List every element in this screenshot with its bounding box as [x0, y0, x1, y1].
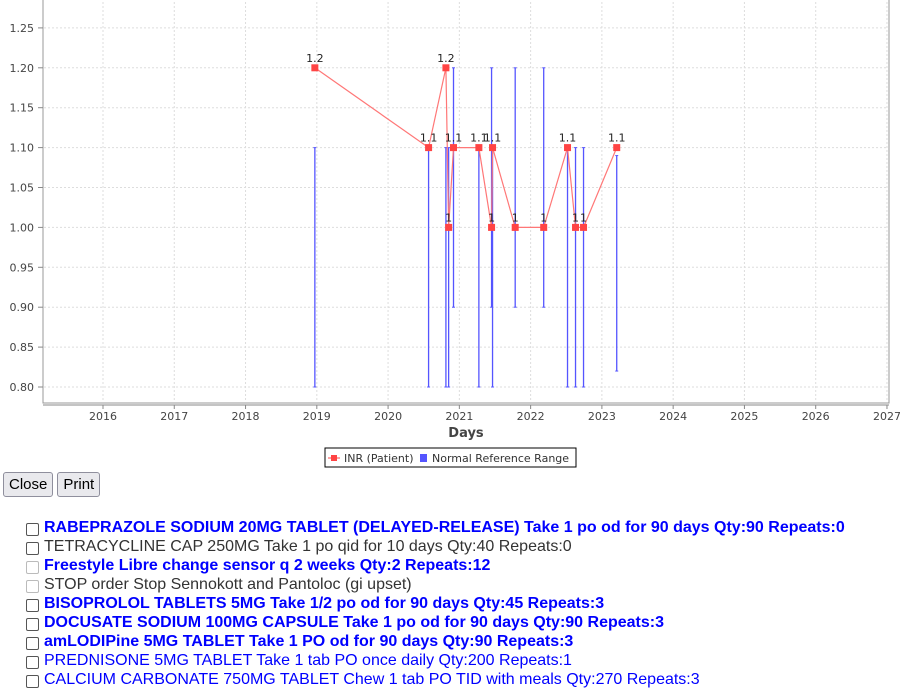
- x-tick-label: 2018: [232, 410, 260, 423]
- medication-checkbox[interactable]: [26, 675, 39, 688]
- inr-data-label: 1: [540, 211, 547, 224]
- inr-data-label: 1.2: [437, 52, 455, 65]
- inr-chart: 0.80 0.85 0.90 0.95 1.00 1.05 1.10 1.15 1.20 1.25…: [10, 0, 900, 468]
- y-tick-label: 0.95: [10, 261, 35, 274]
- inr-data-label: 1: [488, 211, 495, 224]
- x-tick-label: 2019: [303, 410, 331, 423]
- legend-inr-label: INR (Patient): [344, 452, 414, 465]
- inr-point: [450, 144, 458, 152]
- x-tick-label: 2023: [588, 410, 616, 423]
- medication-text[interactable]: DOCUSATE SODIUM 100MG CAPSULE Take 1 po …: [44, 613, 664, 631]
- medication-checkbox[interactable]: [26, 580, 39, 593]
- inr-point: [564, 144, 572, 152]
- medication-checkbox[interactable]: [26, 656, 39, 669]
- inr-data-label: 1.1: [484, 132, 502, 145]
- x-tick-label: 2016: [89, 410, 117, 423]
- medication-text[interactable]: TETRACYCLINE CAP 250MG Take 1 po qid for…: [44, 537, 572, 555]
- x-tick-label: 2024: [659, 410, 687, 423]
- inr-point: [475, 144, 483, 152]
- medication-text[interactable]: Freestyle Libre change sensor q 2 weeks …: [44, 556, 491, 574]
- medication-item: RABEPRAZOLE SODIUM 20MG TABLET (DELAYED-…: [25, 518, 845, 537]
- medication-text[interactable]: STOP order Stop Sennokott and Pantoloc (…: [44, 575, 412, 593]
- inr-data-label: 1.1: [420, 132, 438, 145]
- print-button[interactable]: Print: [57, 472, 101, 497]
- legend-range-marker: [420, 454, 427, 462]
- medication-item: PREDNISONE 5MG TABLET Take 1 tab PO once…: [25, 651, 845, 670]
- inr-point: [580, 223, 588, 231]
- medication-checkbox[interactable]: [26, 542, 39, 555]
- inr-point: [445, 223, 453, 231]
- medication-item: DOCUSATE SODIUM 100MG CAPSULE Take 1 po …: [25, 613, 845, 632]
- x-tick-label: 2027: [873, 410, 900, 423]
- close-button[interactable]: Close: [3, 472, 54, 497]
- x-tick-label: 2022: [517, 410, 545, 423]
- inr-point: [489, 144, 497, 152]
- inr-point: [425, 144, 433, 152]
- inr-data-label: 1: [572, 211, 579, 224]
- y-tick-label: 1.15: [10, 102, 35, 115]
- inr-point: [311, 64, 319, 72]
- inr-point: [572, 223, 580, 231]
- inr-data-label: 1.1: [470, 132, 488, 145]
- medication-text[interactable]: BISOPROLOL TABLETS 5MG Take 1/2 po od fo…: [44, 594, 605, 612]
- inr-point: [442, 64, 450, 72]
- y-tick-label: 1.00: [10, 221, 35, 234]
- x-tick-label: 2021: [445, 410, 473, 423]
- y-tick-label: 1.10: [10, 142, 35, 155]
- inr-data-label: 1.1: [559, 132, 577, 145]
- medication-checkbox[interactable]: [26, 523, 39, 536]
- inr-data-label: 1: [580, 211, 587, 224]
- medication-item: BISOPROLOL TABLETS 5MG Take 1/2 po od fo…: [25, 594, 845, 613]
- y-tick-label: 0.85: [10, 341, 35, 354]
- plot-area: [42, 0, 890, 404]
- inr-point: [511, 223, 519, 231]
- inr-line: [314, 67, 618, 228]
- medication-item: TETRACYCLINE CAP 250MG Take 1 po qid for…: [25, 537, 845, 556]
- inr-data-label: 1: [512, 211, 519, 224]
- inr-point: [488, 223, 496, 231]
- medication-item: STOP order Stop Sennokott and Pantoloc (…: [25, 575, 845, 594]
- medication-checkbox[interactable]: [26, 599, 39, 612]
- medication-text[interactable]: CALCIUM CARBONATE 750MG TABLET Chew 1 ta…: [44, 670, 700, 688]
- legend-range-label: Normal Reference Range: [432, 452, 569, 465]
- inr-point: [613, 144, 621, 152]
- y-tick-label: 0.80: [10, 381, 35, 394]
- inr-data-label: 1: [445, 211, 452, 224]
- medication-item: Freestyle Libre change sensor q 2 weeks …: [25, 556, 845, 575]
- x-axis-label: Days: [448, 426, 484, 441]
- legend-inr-marker: [331, 455, 337, 461]
- medication-list: RABEPRAZOLE SODIUM 20MG TABLET (DELAYED-…: [25, 518, 845, 689]
- medication-text[interactable]: PREDNISONE 5MG TABLET Take 1 tab PO once…: [44, 651, 572, 669]
- inr-data-label: 1.2: [306, 52, 324, 65]
- medication-item: CALCIUM CARBONATE 750MG TABLET Chew 1 ta…: [25, 670, 845, 689]
- y-tick-label: 1.05: [10, 182, 35, 195]
- medication-checkbox[interactable]: [26, 637, 39, 650]
- medication-checkbox[interactable]: [26, 561, 39, 574]
- medication-text[interactable]: amLODIPine 5MG TABLET Take 1 PO od for 9…: [44, 632, 574, 650]
- inr-point: [540, 223, 548, 231]
- y-tick-label: 1.20: [10, 62, 35, 75]
- medication-text[interactable]: RABEPRAZOLE SODIUM 20MG TABLET (DELAYED-…: [44, 518, 845, 536]
- inr-data-label: 1.1: [445, 132, 463, 145]
- inr-data-label: 1.1: [608, 132, 626, 145]
- medication-item: amLODIPine 5MG TABLET Take 1 PO od for 9…: [25, 632, 845, 651]
- y-tick-label: 1.25: [10, 22, 35, 35]
- medication-checkbox[interactable]: [26, 618, 39, 631]
- x-tick-label: 2025: [730, 410, 758, 423]
- x-tick-label: 2026: [802, 410, 830, 423]
- legend: INR (Patient) Normal Reference Range: [324, 447, 577, 468]
- x-tick-label: 2017: [160, 410, 188, 423]
- y-tick-label: 0.90: [10, 301, 35, 314]
- x-tick-label: 2020: [374, 410, 402, 423]
